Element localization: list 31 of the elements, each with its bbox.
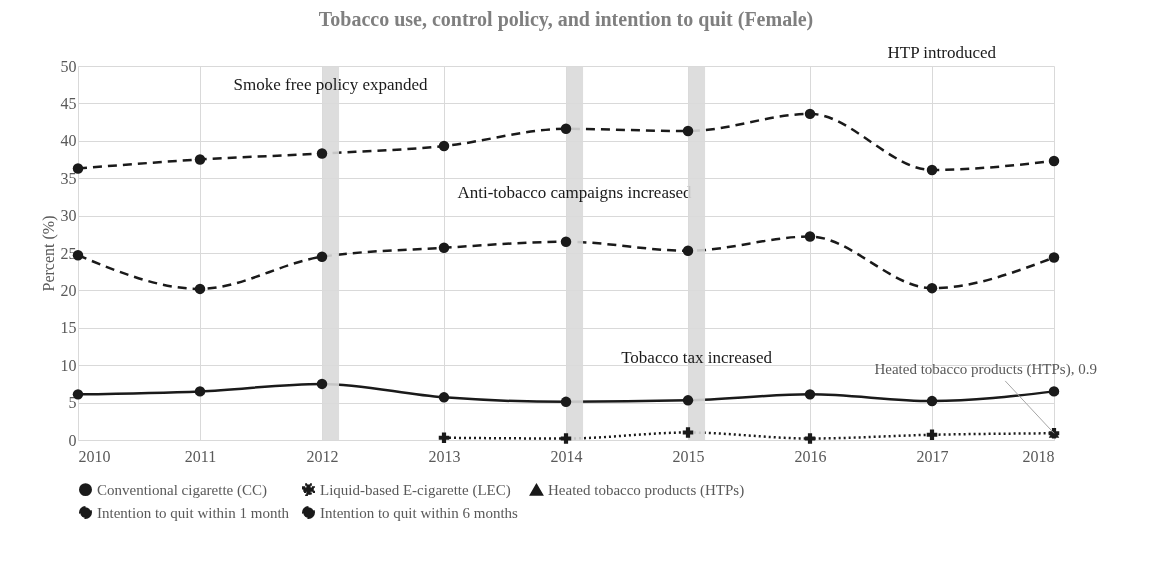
x-tick-label: 2018 (1022, 447, 1055, 465)
y-tick-label: 45 (60, 94, 77, 112)
y-tick-label: 15 (60, 319, 77, 337)
x-tick-label: 2017 (916, 447, 949, 465)
legend-label: Liquid-based E-cigarette (LEC) (320, 481, 511, 499)
y-tick-label: 0 (68, 431, 77, 449)
x-tick-label: 2016 (794, 447, 827, 465)
x-tick-label: 2015 (672, 447, 705, 465)
x-tick-label: 2012 (306, 447, 339, 465)
text: HTP introduced (887, 43, 997, 62)
x-tick-label: 2014 (550, 447, 583, 465)
band-label: Tobacco tax increased (621, 347, 773, 367)
x-tick-label: 2013 (428, 447, 461, 465)
annotation: Heated tobacco products (HTPs), 0.9 (874, 361, 1097, 379)
y-tick-label: 5 (68, 394, 77, 412)
band-label: Smoke free policy expanded (233, 74, 429, 94)
y-tick-label: 20 (60, 281, 77, 299)
legend-label: Intention to quit within 1 month (97, 504, 290, 521)
band-label: Anti-tobacco campaigns increased (457, 183, 693, 203)
y-tick-label: 30 (60, 207, 77, 225)
y-axis-title: Percent (%) (39, 215, 58, 292)
y-tick-label: 35 (60, 169, 77, 187)
x-tick-label: 2010 (78, 447, 111, 465)
y-tick-label: 50 (60, 57, 77, 75)
legend-label: Intention to quit within 6 months (320, 504, 519, 521)
x-tick-label: 2011 (184, 447, 217, 465)
legend-label: Conventional cigarette (CC) (97, 481, 267, 499)
y-tick-label: 40 (60, 132, 77, 150)
y-tick-label: 10 (60, 356, 77, 374)
chart-title: Tobacco use, control policy, and intention to quit (Female) (318, 8, 814, 31)
legend-label: Heated tobacco products (HTPs) (548, 481, 745, 499)
